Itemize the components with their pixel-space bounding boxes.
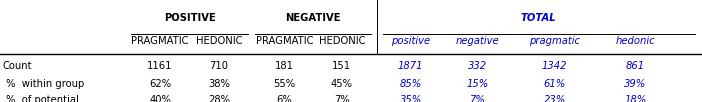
Text: pragmatic: pragmatic: [529, 36, 580, 46]
Text: PRAGMATIC: PRAGMATIC: [131, 36, 189, 46]
Text: hedonic: hedonic: [616, 36, 655, 46]
Text: 1871: 1871: [398, 61, 423, 71]
Text: 40%: 40%: [149, 95, 171, 102]
Text: NEGATIVE: NEGATIVE: [285, 13, 341, 23]
Text: 62%: 62%: [149, 79, 171, 89]
Text: 15%: 15%: [466, 79, 489, 89]
Text: 861: 861: [625, 61, 645, 71]
Text: 332: 332: [468, 61, 487, 71]
Text: 1342: 1342: [542, 61, 567, 71]
Text: 45%: 45%: [331, 79, 353, 89]
Text: HEDONIC: HEDONIC: [319, 36, 365, 46]
Text: 7%: 7%: [334, 95, 350, 102]
Text: 39%: 39%: [624, 79, 647, 89]
Text: 181: 181: [274, 61, 294, 71]
Text: 710: 710: [209, 61, 229, 71]
Text: 38%: 38%: [208, 79, 230, 89]
Text: 7%: 7%: [470, 95, 485, 102]
Text: 6%: 6%: [277, 95, 292, 102]
Text: 151: 151: [332, 61, 352, 71]
Text: 23%: 23%: [543, 95, 566, 102]
Text: 1161: 1161: [147, 61, 173, 71]
Text: %  of potential: % of potential: [3, 95, 79, 102]
Text: 55%: 55%: [273, 79, 296, 89]
Text: positive: positive: [391, 36, 430, 46]
Text: HEDONIC: HEDONIC: [196, 36, 242, 46]
Text: 28%: 28%: [208, 95, 230, 102]
Text: Count: Count: [3, 61, 32, 71]
Text: PRAGMATIC: PRAGMATIC: [256, 36, 313, 46]
Text: 35%: 35%: [399, 95, 422, 102]
Text: negative: negative: [456, 36, 499, 46]
Text: 61%: 61%: [543, 79, 566, 89]
Text: %  within group: % within group: [3, 79, 84, 89]
Text: 18%: 18%: [624, 95, 647, 102]
Text: POSITIVE: POSITIVE: [164, 13, 216, 23]
Text: 85%: 85%: [399, 79, 422, 89]
Text: TOTAL: TOTAL: [521, 13, 557, 23]
